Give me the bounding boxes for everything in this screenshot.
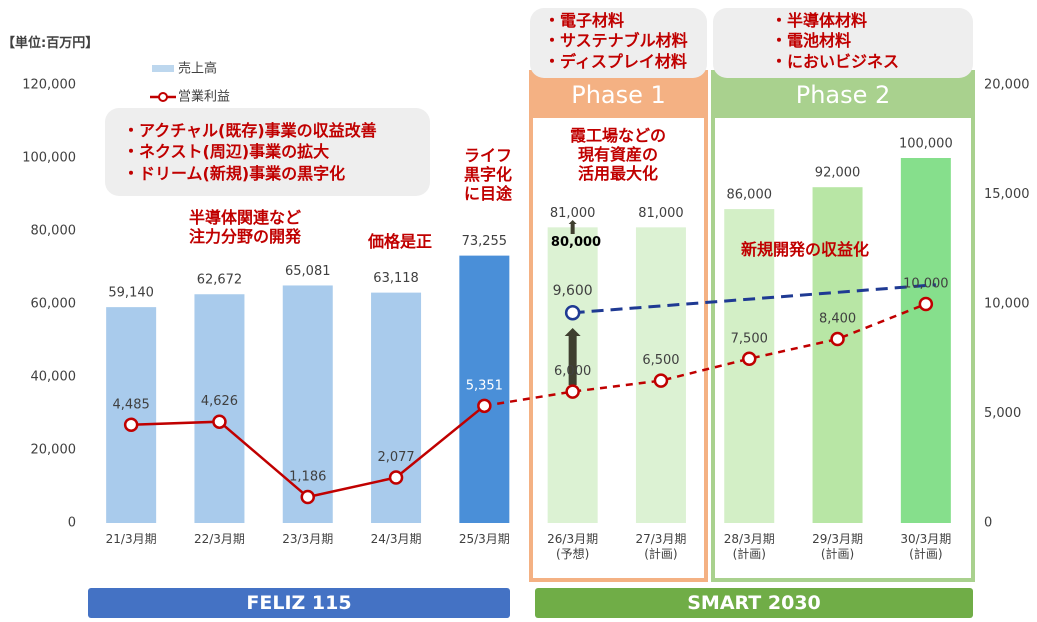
y-tick-label: 0 <box>68 516 76 531</box>
legend-swatch <box>152 65 174 72</box>
bar-value-label: 65,081 <box>285 264 331 279</box>
line-marker <box>565 384 580 399</box>
phase-items-box: ・電子材料 ・サステナブル材料 ・ディスプレイ材料 <box>530 8 707 78</box>
bar <box>194 294 245 523</box>
banner: FELIZ 115 <box>88 588 510 618</box>
x-tick-label: 26/3月期 (予想) <box>547 532 599 561</box>
annotation: 半導体関連など 注力分野の開発 <box>188 208 302 247</box>
line-value-label: 5,351 <box>466 378 503 393</box>
bar <box>459 255 510 523</box>
legend-marker <box>158 92 168 102</box>
line-value-label: 8,400 <box>819 312 856 327</box>
x-tick-label: 28/3月期 (計画) <box>723 532 775 561</box>
line-marker <box>742 351 757 366</box>
phase-title: Phase 2 <box>713 72 973 118</box>
line-marker <box>300 489 315 505</box>
phase-items-box: ・半導体材料 ・電池材料 ・においビジネス <box>713 8 973 78</box>
target-line <box>572 283 936 315</box>
y-tick-label: 40,000 <box>31 370 77 385</box>
bar-value-label: 62,672 <box>197 273 243 288</box>
y2-tick-label: 10,000 <box>984 297 1030 312</box>
bar-value-label: 81,000 <box>550 206 596 221</box>
line-value-label: 2,077 <box>377 450 414 465</box>
bar-value-label: 86,000 <box>727 188 773 203</box>
phase-items: ・半導体材料 ・電池材料 ・においビジネス <box>771 11 900 71</box>
y-tick-label: 100,000 <box>22 151 76 166</box>
x-tick-label: 25/3月期 <box>458 532 510 546</box>
target-marker <box>564 305 581 321</box>
bar-value-label: 100,000 <box>899 137 953 152</box>
y-tick-label: 80,000 <box>31 224 77 239</box>
line-value-label: 6,500 <box>642 353 679 368</box>
bar-value-label: 63,118 <box>373 271 419 286</box>
x-tick-label: 29/3月期 (計画) <box>812 532 864 561</box>
arrow <box>564 328 581 385</box>
callout-line: ・ネクスト(周辺)事業の拡大 <box>123 142 330 161</box>
line-marker <box>918 296 934 312</box>
annotation: 新規開発の収益化 <box>740 240 870 259</box>
line-marker <box>477 398 492 414</box>
bar <box>812 187 863 523</box>
x-tick-label: 24/3月期 <box>370 532 422 546</box>
y-tick-label: 60,000 <box>31 297 77 312</box>
line-value-label: 4,485 <box>113 397 150 412</box>
bar <box>900 158 951 523</box>
bar-value-label: 73,255 <box>462 234 508 249</box>
line-marker <box>212 414 227 429</box>
y2-tick-label: 15,000 <box>984 187 1030 202</box>
line-value-label: 6,000 <box>554 364 591 379</box>
bar-value-label: 81,000 <box>638 206 684 221</box>
line-marker <box>123 417 139 433</box>
callout-line: ・アクチャル(既存)事業の収益改善 <box>123 121 377 140</box>
line-value-label: 4,626 <box>201 394 238 409</box>
line-value-label: 10,000 <box>903 277 949 292</box>
line-value-label: 1,186 <box>289 470 326 485</box>
line <box>484 302 927 408</box>
legend-label: 売上高 <box>178 61 217 77</box>
x-tick-label: 23/3月期 <box>282 532 334 546</box>
callout-box: ・アクチャル(既存)事業の収益改善 ・ネクスト(周辺)事業の拡大 ・ドリーム(新… <box>105 108 430 196</box>
bar <box>106 307 157 523</box>
line-marker <box>653 373 669 388</box>
arrow <box>568 220 577 234</box>
line-marker <box>830 331 845 347</box>
banner: SMART 2030 <box>535 588 973 618</box>
y-tick-label: 120,000 <box>22 78 76 93</box>
unit-label: 【単位:百万円】 <box>2 36 99 51</box>
x-tick-label: 30/3月期 (計画) <box>900 532 952 561</box>
phase-title: Phase 1 <box>531 72 706 118</box>
y2-tick-label: 0 <box>984 516 992 531</box>
bar <box>371 292 422 523</box>
annotation: 価格是正 <box>367 232 433 251</box>
phase-items: ・電子材料 ・サステナブル材料 ・ディスプレイ材料 <box>544 11 688 71</box>
line-marker <box>388 470 404 485</box>
y2-tick-label: 5,000 <box>984 406 1021 421</box>
bar <box>282 285 333 523</box>
bar-value-label: 59,140 <box>108 286 154 301</box>
bar-value-label: 92,000 <box>815 166 861 181</box>
legend-label: 営業利益 <box>178 89 230 105</box>
target-label: 9,600 <box>553 283 593 299</box>
y2-tick-label: 20,000 <box>984 78 1030 93</box>
annotation: 80,000 <box>550 235 602 250</box>
x-tick-label: 22/3月期 <box>193 532 245 546</box>
annotation: 霞工場などの 現有資産の 活用最大化 <box>569 126 667 184</box>
x-tick-label: 27/3月期 (計画) <box>635 532 687 561</box>
line-value-label: 7,500 <box>731 331 768 346</box>
callout-line: ・ドリーム(新規)事業の黒字化 <box>123 164 346 183</box>
x-tick-label: 21/3月期 <box>105 532 157 546</box>
bar <box>724 209 775 523</box>
y-tick-label: 20,000 <box>31 443 77 458</box>
annotation: ライフ 黒字化 に目途 <box>463 146 513 204</box>
